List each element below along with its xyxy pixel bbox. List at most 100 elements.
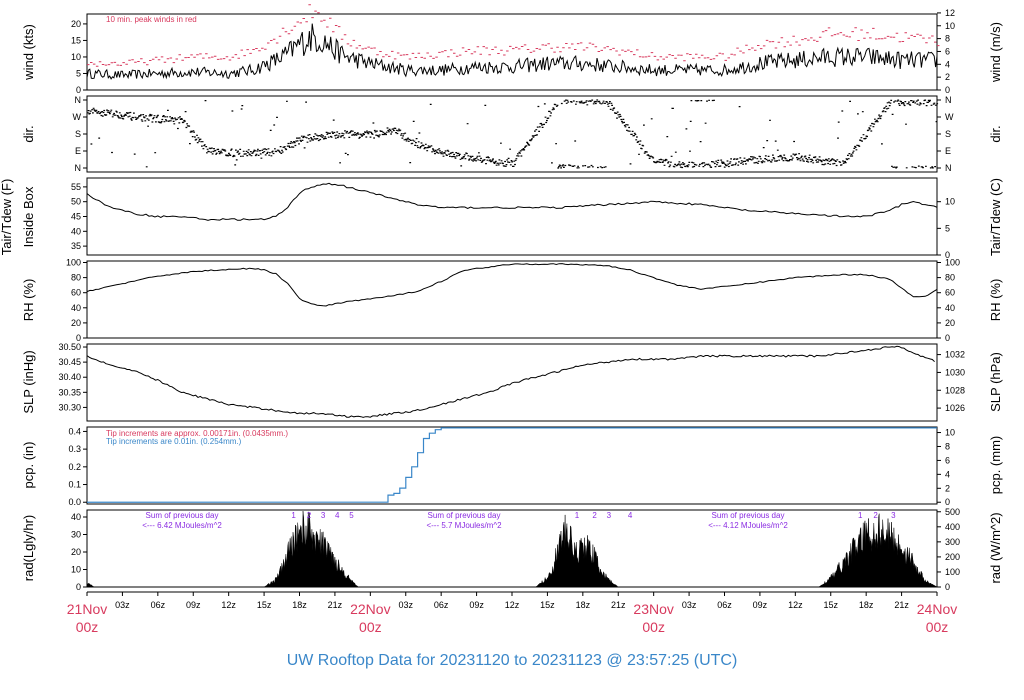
dir-right-label: dir.	[988, 125, 1003, 142]
temp-right-label: Tair/Tdew (C)	[988, 178, 1003, 256]
slp-inhg-tick-label: 30.30	[58, 402, 81, 412]
pcp-left-label: pcp. (in)	[21, 442, 36, 489]
dir-right-tick-label: E	[945, 146, 951, 156]
dir-left-label: dir.	[21, 125, 36, 142]
x-hour-label: 09z	[186, 600, 201, 610]
rh-left-tick-label: 40	[71, 303, 81, 313]
pcp-right-label: pcp. (mm)	[988, 436, 1003, 495]
x-hour-label: 03z	[682, 600, 697, 610]
x-hour-label: 06z	[151, 600, 166, 610]
wind-right-label: wind (m/s)	[988, 22, 1003, 83]
pcp-in-tick-label: 0.1	[68, 480, 81, 490]
pcp-note-red: Tip increments are approx. 0.00171in. (0…	[106, 429, 288, 438]
x-hour-label: 18z	[859, 600, 874, 610]
x-hour-label: 06z	[717, 600, 732, 610]
slp-inhg-tick-label: 30.50	[58, 342, 81, 352]
pcp-mm-tick-label: 8	[945, 441, 950, 451]
temp-f-tick-label: 40	[71, 226, 81, 236]
rad-lgly-tick-label: 20	[71, 547, 81, 557]
rad-day-marker: 2	[592, 511, 597, 520]
rad-wm2-tick-label: 0	[945, 582, 950, 592]
slp-panel-frame	[86, 343, 938, 422]
dir-right-tick-label: N	[945, 163, 952, 173]
temp-c-tick-label: 0	[945, 250, 950, 260]
dir-left-tick-label: W	[73, 112, 82, 122]
x-day-label: 23Nov	[633, 601, 673, 617]
rad-sum-value: <--- 4.12 MJoules/m^2	[708, 521, 788, 530]
rh-right-tick-label: 80	[945, 273, 955, 283]
rh-right-tick-label: 0	[945, 333, 950, 343]
x-hour-label: 09z	[469, 600, 484, 610]
rad-day-marker: 1	[858, 511, 863, 520]
x-hour-label: 15z	[823, 600, 838, 610]
temp-c-tick-label: 5	[945, 223, 950, 233]
rad-day-marker: 3	[607, 511, 612, 520]
x-hour-label: 12z	[221, 600, 236, 610]
rad-wm2-tick-label: 200	[945, 552, 960, 562]
temp-f-tick-label: 50	[71, 197, 81, 207]
rad-series-area	[86, 511, 938, 588]
rad-day-marker: 3	[891, 511, 896, 520]
pcp-panel-frame	[86, 426, 938, 505]
x-hour-label: 15z	[257, 600, 272, 610]
pcp-series-line	[86, 427, 937, 503]
wind-left-label: wind (kts)	[21, 24, 36, 81]
rad-lgly-tick-label: 40	[71, 512, 81, 522]
rh-left-tick-label: 0	[76, 333, 81, 343]
dir-left-tick-label: E	[75, 146, 81, 156]
wind-ms-tick-label: 4	[945, 59, 950, 69]
x-day-label: 21Nov	[67, 601, 107, 617]
rh-right-label: RH (%)	[988, 279, 1003, 322]
wind-ms-tick-label: 12	[945, 8, 955, 18]
rad-right-label: rad (W/m^2)	[988, 512, 1003, 583]
x-hour-label: 03z	[398, 600, 413, 610]
x-hour-label: 21z	[611, 600, 626, 610]
x-hour-label: 03z	[115, 600, 130, 610]
x-hour-label: 06z	[434, 600, 449, 610]
wind-ms-tick-label: 2	[945, 72, 950, 82]
x-hour-label: 15z	[540, 600, 555, 610]
pcp-in-tick-label: 0.4	[68, 426, 81, 436]
rad-day-marker: 4	[628, 511, 633, 520]
rad-lgly-tick-label: 10	[71, 565, 81, 575]
rad-lgly-tick-label: 0	[76, 582, 81, 592]
wind-kts-tick-label: 0	[76, 85, 81, 95]
rad-day-marker: 2	[873, 511, 878, 520]
pcp-in-tick-label: 0.0	[68, 497, 81, 507]
rad-wm2-tick-label: 300	[945, 537, 960, 547]
temp-left-label2: Inside Box	[21, 186, 36, 247]
x-hour-label: 12z	[788, 600, 803, 610]
rh-panel-frame	[86, 260, 938, 339]
slp-series-line	[86, 345, 935, 418]
x-day-sub-label: 00z	[359, 619, 382, 635]
rh-right-tick-label: 100	[945, 258, 960, 268]
slp-inhg-tick-label: 30.45	[58, 357, 81, 367]
temp-f-tick-label: 45	[71, 212, 81, 222]
rad-lgly-tick-label: 30	[71, 530, 81, 540]
wind-kts-tick-label: 5	[76, 68, 81, 78]
rad-sum-label: Sum of previous day	[146, 511, 219, 520]
rad-left-label: rad(Lgly/hr)	[21, 515, 36, 581]
x-day-label: 24Nov	[917, 601, 957, 617]
x-hour-label: 12z	[505, 600, 520, 610]
x-day-sub-label: 00z	[642, 619, 665, 635]
rad-day-marker: 1	[291, 511, 296, 520]
rad-day-marker: 3	[321, 511, 326, 520]
pcp-note-blue: Tip increments are 0.01in. (0.254mm.)	[106, 437, 242, 446]
chart-title: UW Rooftop Data for 20231120 to 20231123…	[287, 652, 738, 669]
rad-day-marker: 4	[335, 511, 340, 520]
rad-wm2-tick-label: 100	[945, 567, 960, 577]
temp-panel-frame	[86, 177, 938, 256]
dir-left-tick-label: N	[75, 163, 82, 173]
rh-left-tick-label: 60	[71, 288, 81, 298]
slp-inhg-tick-label: 30.35	[58, 387, 81, 397]
slp-inhg-tick-label: 30.40	[58, 372, 81, 382]
wind-peak-note: 10 min. peak winds in red	[106, 15, 197, 24]
temp-left-label: Tair/Tdew (F)	[0, 179, 14, 256]
slp-left-label: SLP (inHg)	[21, 350, 36, 413]
rad-day-marker: 5	[349, 511, 354, 520]
rh-right-tick-label: 20	[945, 318, 955, 328]
rad-sum-label: Sum of previous day	[712, 511, 785, 520]
wind-ms-tick-label: 6	[945, 46, 950, 56]
x-hour-label: 18z	[292, 600, 307, 610]
